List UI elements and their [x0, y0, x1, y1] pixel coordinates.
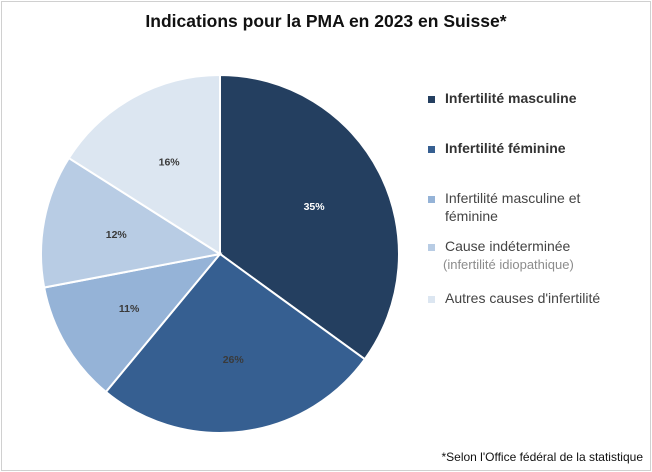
legend-label: féminine: [445, 208, 498, 224]
legend-label: Autres causes d'infertilité: [445, 290, 601, 306]
pie-slice: [67, 73, 221, 256]
legend-label: Cause indéterminée: [445, 238, 571, 254]
pie-slice: [104, 252, 367, 434]
legend-swatch: [428, 96, 435, 103]
pie-slice: [219, 73, 400, 361]
pie-slice: [40, 156, 223, 289]
slice-value-label: 11%: [119, 303, 140, 315]
legend-swatch: [428, 196, 435, 203]
legend-label: Infertilité masculine et: [445, 190, 581, 206]
slice-value-label: 16%: [159, 156, 181, 168]
slice-value-label: 26%: [223, 354, 245, 366]
legend-swatch: [428, 244, 435, 251]
legend-label: Infertilité masculine: [445, 90, 577, 106]
slice-value-label: 12%: [106, 229, 128, 241]
legend-sublabel: (infertilité idiopathique): [443, 257, 574, 272]
legend-label: Infertilité féminine: [445, 140, 566, 156]
pie-slice: [43, 252, 223, 394]
chart-title: Indications pour la PMA en 2023 en Suiss…: [145, 11, 507, 31]
footnote: *Selon l'Office fédéral de la statistiqu…: [441, 450, 643, 464]
slice-value-label: 35%: [304, 201, 326, 213]
legend-swatch: [428, 146, 435, 153]
legend-swatch: [428, 296, 435, 303]
